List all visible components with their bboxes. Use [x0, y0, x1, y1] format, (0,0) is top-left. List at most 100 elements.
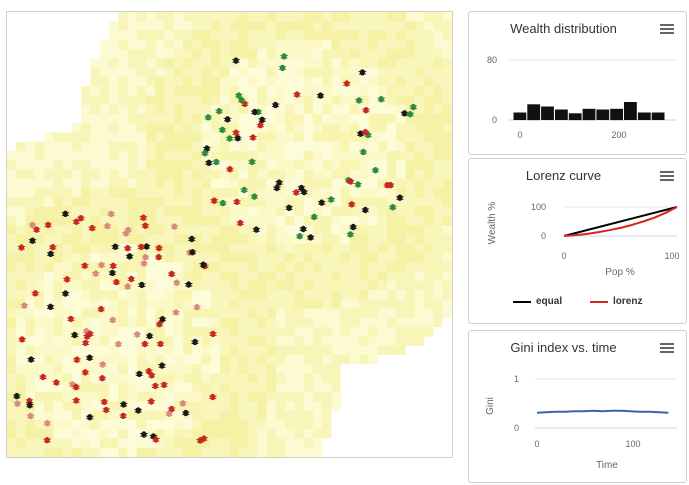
- sugar-patch: [322, 86, 332, 96]
- sugar-patch: [424, 401, 434, 412]
- sugar-patch: [62, 234, 73, 245]
- chart-menu-icon[interactable]: [660, 343, 674, 353]
- sugar-patch: [442, 327, 452, 337]
- sugar-patch: [396, 419, 407, 430]
- sugar-patch: [322, 104, 332, 115]
- sugar-patch: [127, 39, 138, 50]
- sugar-patch: [183, 382, 193, 393]
- world-view[interactable]: [6, 11, 453, 458]
- sugar-patch: [53, 169, 64, 180]
- sugar-patch: [414, 280, 425, 291]
- sugar-patch: [220, 280, 230, 291]
- sugar-patch: [257, 215, 267, 226]
- sugar-patch: [303, 206, 314, 217]
- sugar-patch: [285, 12, 295, 22]
- sugar-patch: [25, 215, 36, 226]
- sugar-patch: [331, 308, 342, 319]
- sugar-patch: [201, 225, 212, 235]
- sugar-patch: [16, 308, 26, 319]
- sugar-patch: [285, 123, 295, 133]
- sugar-patch: [248, 401, 258, 412]
- equal-line: [563, 206, 678, 237]
- agent: [377, 96, 386, 103]
- sugar-patch: [25, 39, 36, 50]
- sugar-patch: [442, 345, 452, 356]
- sugar-patch: [387, 243, 397, 254]
- sugar-patch: [424, 76, 434, 87]
- sugar-patch: [127, 49, 138, 59]
- sugar-patch: [340, 299, 351, 310]
- legend-item-lorenz[interactable]: lorenz: [590, 296, 642, 307]
- sugar-patch: [164, 30, 175, 41]
- sugar-patch: [377, 234, 388, 245]
- sugar-patch: [201, 429, 212, 439]
- sugar-patch: [201, 104, 212, 115]
- sugar-patch: [71, 447, 82, 457]
- sugar-patch: [146, 225, 156, 235]
- sugar-patch: [108, 429, 119, 439]
- sugar-patch: [44, 132, 54, 143]
- sugar-patch: [312, 410, 323, 421]
- chart-menu-icon[interactable]: [660, 24, 674, 34]
- sugar-patch: [294, 290, 305, 300]
- sugar-patch: [377, 123, 388, 133]
- world-canvas[interactable]: [7, 12, 452, 457]
- sugar-patch: [285, 215, 295, 226]
- sugar-patch: [16, 401, 26, 412]
- sugar-patch: [127, 160, 138, 170]
- chart-menu-icon[interactable]: [660, 171, 674, 181]
- sugar-patch: [312, 419, 323, 430]
- sugar-patch: [303, 95, 314, 106]
- sugar-patch: [118, 345, 128, 356]
- sugar-patch: [90, 253, 101, 263]
- sugar-patch: [257, 95, 267, 106]
- sugar-patch: [210, 373, 221, 384]
- sugar-patch: [136, 197, 147, 208]
- sugar-patch: [34, 169, 45, 180]
- sugar-patch: [442, 438, 452, 449]
- sugar-patch: [359, 30, 369, 41]
- agent: [258, 116, 266, 123]
- sugar-patch: [99, 86, 110, 96]
- sugar-patch: [99, 113, 110, 124]
- agent: [199, 261, 208, 268]
- sugar-patch: [349, 280, 360, 291]
- sugar-patch: [266, 12, 277, 22]
- sugar-patch: [118, 299, 128, 310]
- sugar-patch: [312, 271, 323, 282]
- sugar-patch: [368, 401, 379, 412]
- sugar-patch: [155, 132, 165, 143]
- sugar-patch: [424, 225, 434, 235]
- agent: [28, 221, 37, 229]
- sugar-patch: [173, 30, 184, 41]
- sugar-patch: [201, 206, 212, 217]
- sugar-patch: [192, 438, 203, 449]
- agent: [400, 110, 409, 117]
- sugar-patch: [387, 104, 397, 115]
- legend-item-equal[interactable]: equal: [513, 296, 562, 307]
- sugar-patch: [377, 262, 388, 272]
- sugar-patch: [248, 410, 258, 421]
- sugar-patch: [322, 447, 332, 457]
- sugar-patch: [238, 104, 249, 115]
- sugar-patch: [396, 308, 407, 319]
- sugar-patch: [183, 438, 193, 449]
- sugar-patch: [34, 39, 45, 50]
- sugar-patch: [173, 262, 184, 272]
- sugar-patch: [396, 364, 407, 374]
- sugar-patch: [238, 373, 249, 384]
- sugar-patch: [99, 327, 110, 337]
- sugar-patch: [118, 21, 128, 31]
- sugar-patch: [368, 392, 379, 402]
- sugar-patch: [34, 76, 45, 87]
- agent: [316, 92, 325, 99]
- sugar-patch: [210, 86, 221, 96]
- sugar-patch: [229, 271, 240, 282]
- agent: [155, 244, 163, 252]
- sugar-patch: [414, 327, 425, 337]
- sugar-patch: [414, 178, 425, 189]
- sugar-patch: [90, 262, 101, 272]
- sugar-patch: [359, 215, 369, 226]
- sugar-patch: [16, 95, 26, 106]
- agent: [285, 204, 293, 211]
